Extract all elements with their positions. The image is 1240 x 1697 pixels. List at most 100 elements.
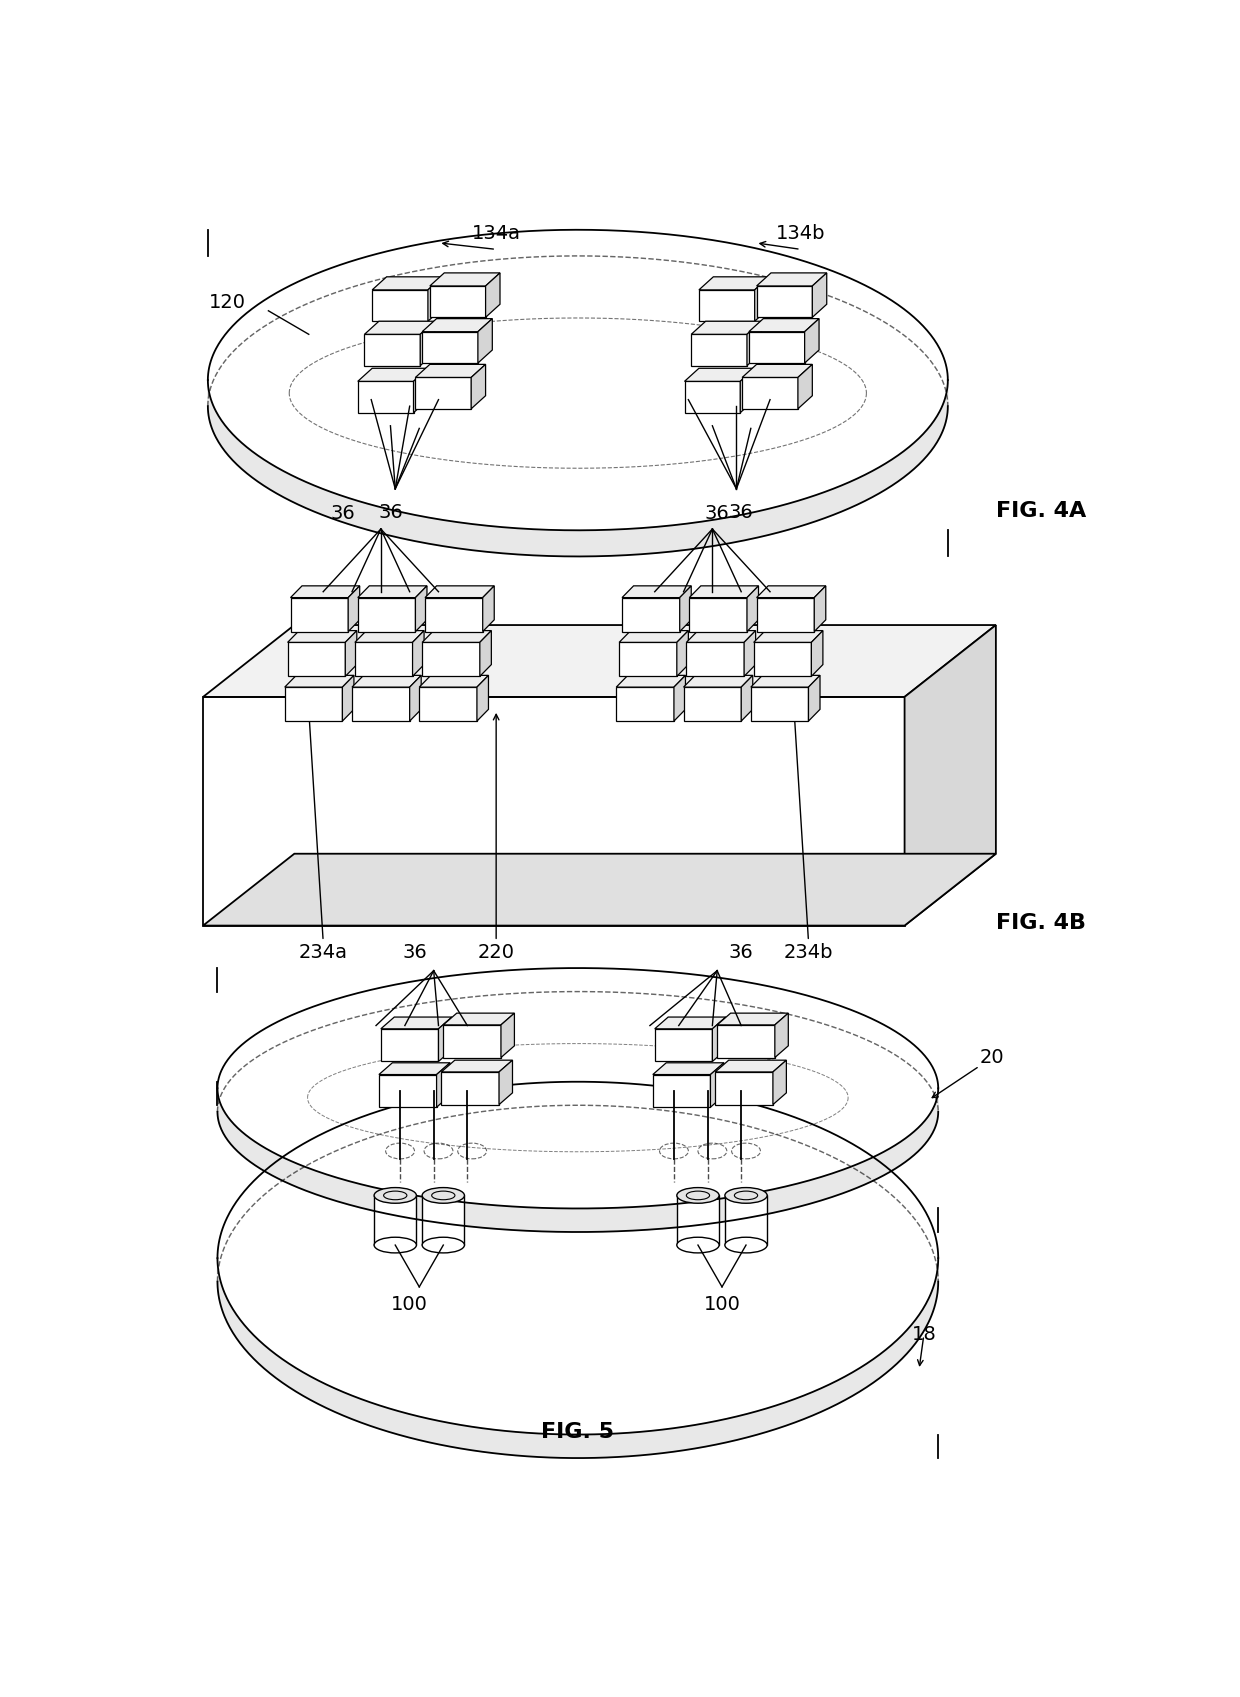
Polygon shape xyxy=(501,1013,515,1057)
Polygon shape xyxy=(358,585,427,597)
Polygon shape xyxy=(691,334,746,365)
Polygon shape xyxy=(699,290,755,321)
Polygon shape xyxy=(444,1025,501,1057)
Polygon shape xyxy=(430,287,486,317)
Polygon shape xyxy=(711,1062,724,1106)
Polygon shape xyxy=(756,597,815,631)
Text: 36: 36 xyxy=(402,942,427,962)
Polygon shape xyxy=(684,382,740,412)
Text: 234b: 234b xyxy=(784,944,833,962)
Polygon shape xyxy=(699,277,769,290)
Polygon shape xyxy=(691,321,761,334)
Polygon shape xyxy=(355,643,413,677)
Polygon shape xyxy=(203,697,905,925)
Polygon shape xyxy=(740,368,755,412)
Polygon shape xyxy=(290,585,360,597)
Polygon shape xyxy=(743,377,797,409)
Text: 20: 20 xyxy=(980,1049,1004,1067)
Polygon shape xyxy=(444,1013,515,1025)
Polygon shape xyxy=(905,624,996,925)
Polygon shape xyxy=(652,1062,724,1074)
Text: 234a: 234a xyxy=(299,944,347,962)
Polygon shape xyxy=(713,1017,725,1062)
Polygon shape xyxy=(775,1013,789,1057)
Text: 18: 18 xyxy=(913,1325,937,1344)
Text: 36: 36 xyxy=(704,504,729,523)
Polygon shape xyxy=(477,319,492,363)
Ellipse shape xyxy=(422,1188,465,1203)
Polygon shape xyxy=(342,675,353,721)
Polygon shape xyxy=(689,597,746,631)
Polygon shape xyxy=(751,687,808,721)
Polygon shape xyxy=(482,585,495,631)
Polygon shape xyxy=(352,687,409,721)
Text: 220: 220 xyxy=(477,944,515,962)
Polygon shape xyxy=(372,290,428,321)
Polygon shape xyxy=(652,1074,711,1106)
Polygon shape xyxy=(687,643,744,677)
Polygon shape xyxy=(754,643,811,677)
Polygon shape xyxy=(422,1195,465,1246)
Polygon shape xyxy=(619,631,688,643)
Polygon shape xyxy=(749,331,805,363)
Polygon shape xyxy=(422,631,491,643)
Polygon shape xyxy=(217,1081,939,1434)
Polygon shape xyxy=(288,631,357,643)
Text: 134b: 134b xyxy=(776,224,826,243)
Polygon shape xyxy=(677,1195,719,1246)
Polygon shape xyxy=(715,1073,773,1105)
Polygon shape xyxy=(655,1017,725,1028)
Polygon shape xyxy=(415,365,486,377)
Polygon shape xyxy=(419,675,489,687)
Ellipse shape xyxy=(374,1237,417,1252)
Polygon shape xyxy=(285,687,342,721)
Polygon shape xyxy=(420,321,435,365)
Polygon shape xyxy=(756,273,827,287)
Polygon shape xyxy=(217,1088,939,1232)
Polygon shape xyxy=(285,675,353,687)
Polygon shape xyxy=(751,675,820,687)
Polygon shape xyxy=(428,277,443,321)
Polygon shape xyxy=(379,1074,436,1106)
Text: 36: 36 xyxy=(378,502,403,521)
Polygon shape xyxy=(683,675,753,687)
Text: FIG. 5: FIG. 5 xyxy=(542,1422,614,1442)
Polygon shape xyxy=(689,585,759,597)
Polygon shape xyxy=(622,597,680,631)
Polygon shape xyxy=(422,331,477,363)
Polygon shape xyxy=(744,631,755,677)
Ellipse shape xyxy=(677,1188,719,1203)
Polygon shape xyxy=(425,585,495,597)
Polygon shape xyxy=(208,380,947,557)
Polygon shape xyxy=(203,854,996,925)
Polygon shape xyxy=(756,585,826,597)
Polygon shape xyxy=(498,1061,512,1105)
Polygon shape xyxy=(413,368,428,412)
Polygon shape xyxy=(684,368,755,382)
Ellipse shape xyxy=(725,1237,768,1252)
Polygon shape xyxy=(409,675,422,721)
Text: 100: 100 xyxy=(392,1295,428,1315)
Polygon shape xyxy=(358,597,415,631)
Polygon shape xyxy=(288,643,345,677)
Ellipse shape xyxy=(725,1188,768,1203)
Polygon shape xyxy=(348,585,360,631)
Polygon shape xyxy=(419,687,477,721)
Polygon shape xyxy=(725,1195,768,1246)
Polygon shape xyxy=(749,319,820,331)
Polygon shape xyxy=(290,597,348,631)
Polygon shape xyxy=(677,631,688,677)
Text: 120: 120 xyxy=(208,294,246,312)
Polygon shape xyxy=(616,687,675,721)
Text: 100: 100 xyxy=(703,1295,740,1315)
Text: 36: 36 xyxy=(729,502,754,521)
Text: 134a: 134a xyxy=(471,224,521,243)
Ellipse shape xyxy=(677,1237,719,1252)
Polygon shape xyxy=(374,1195,417,1246)
Polygon shape xyxy=(655,1028,713,1062)
Polygon shape xyxy=(422,319,492,331)
Polygon shape xyxy=(755,277,769,321)
Polygon shape xyxy=(815,585,826,631)
Polygon shape xyxy=(441,1073,498,1105)
Polygon shape xyxy=(422,643,480,677)
